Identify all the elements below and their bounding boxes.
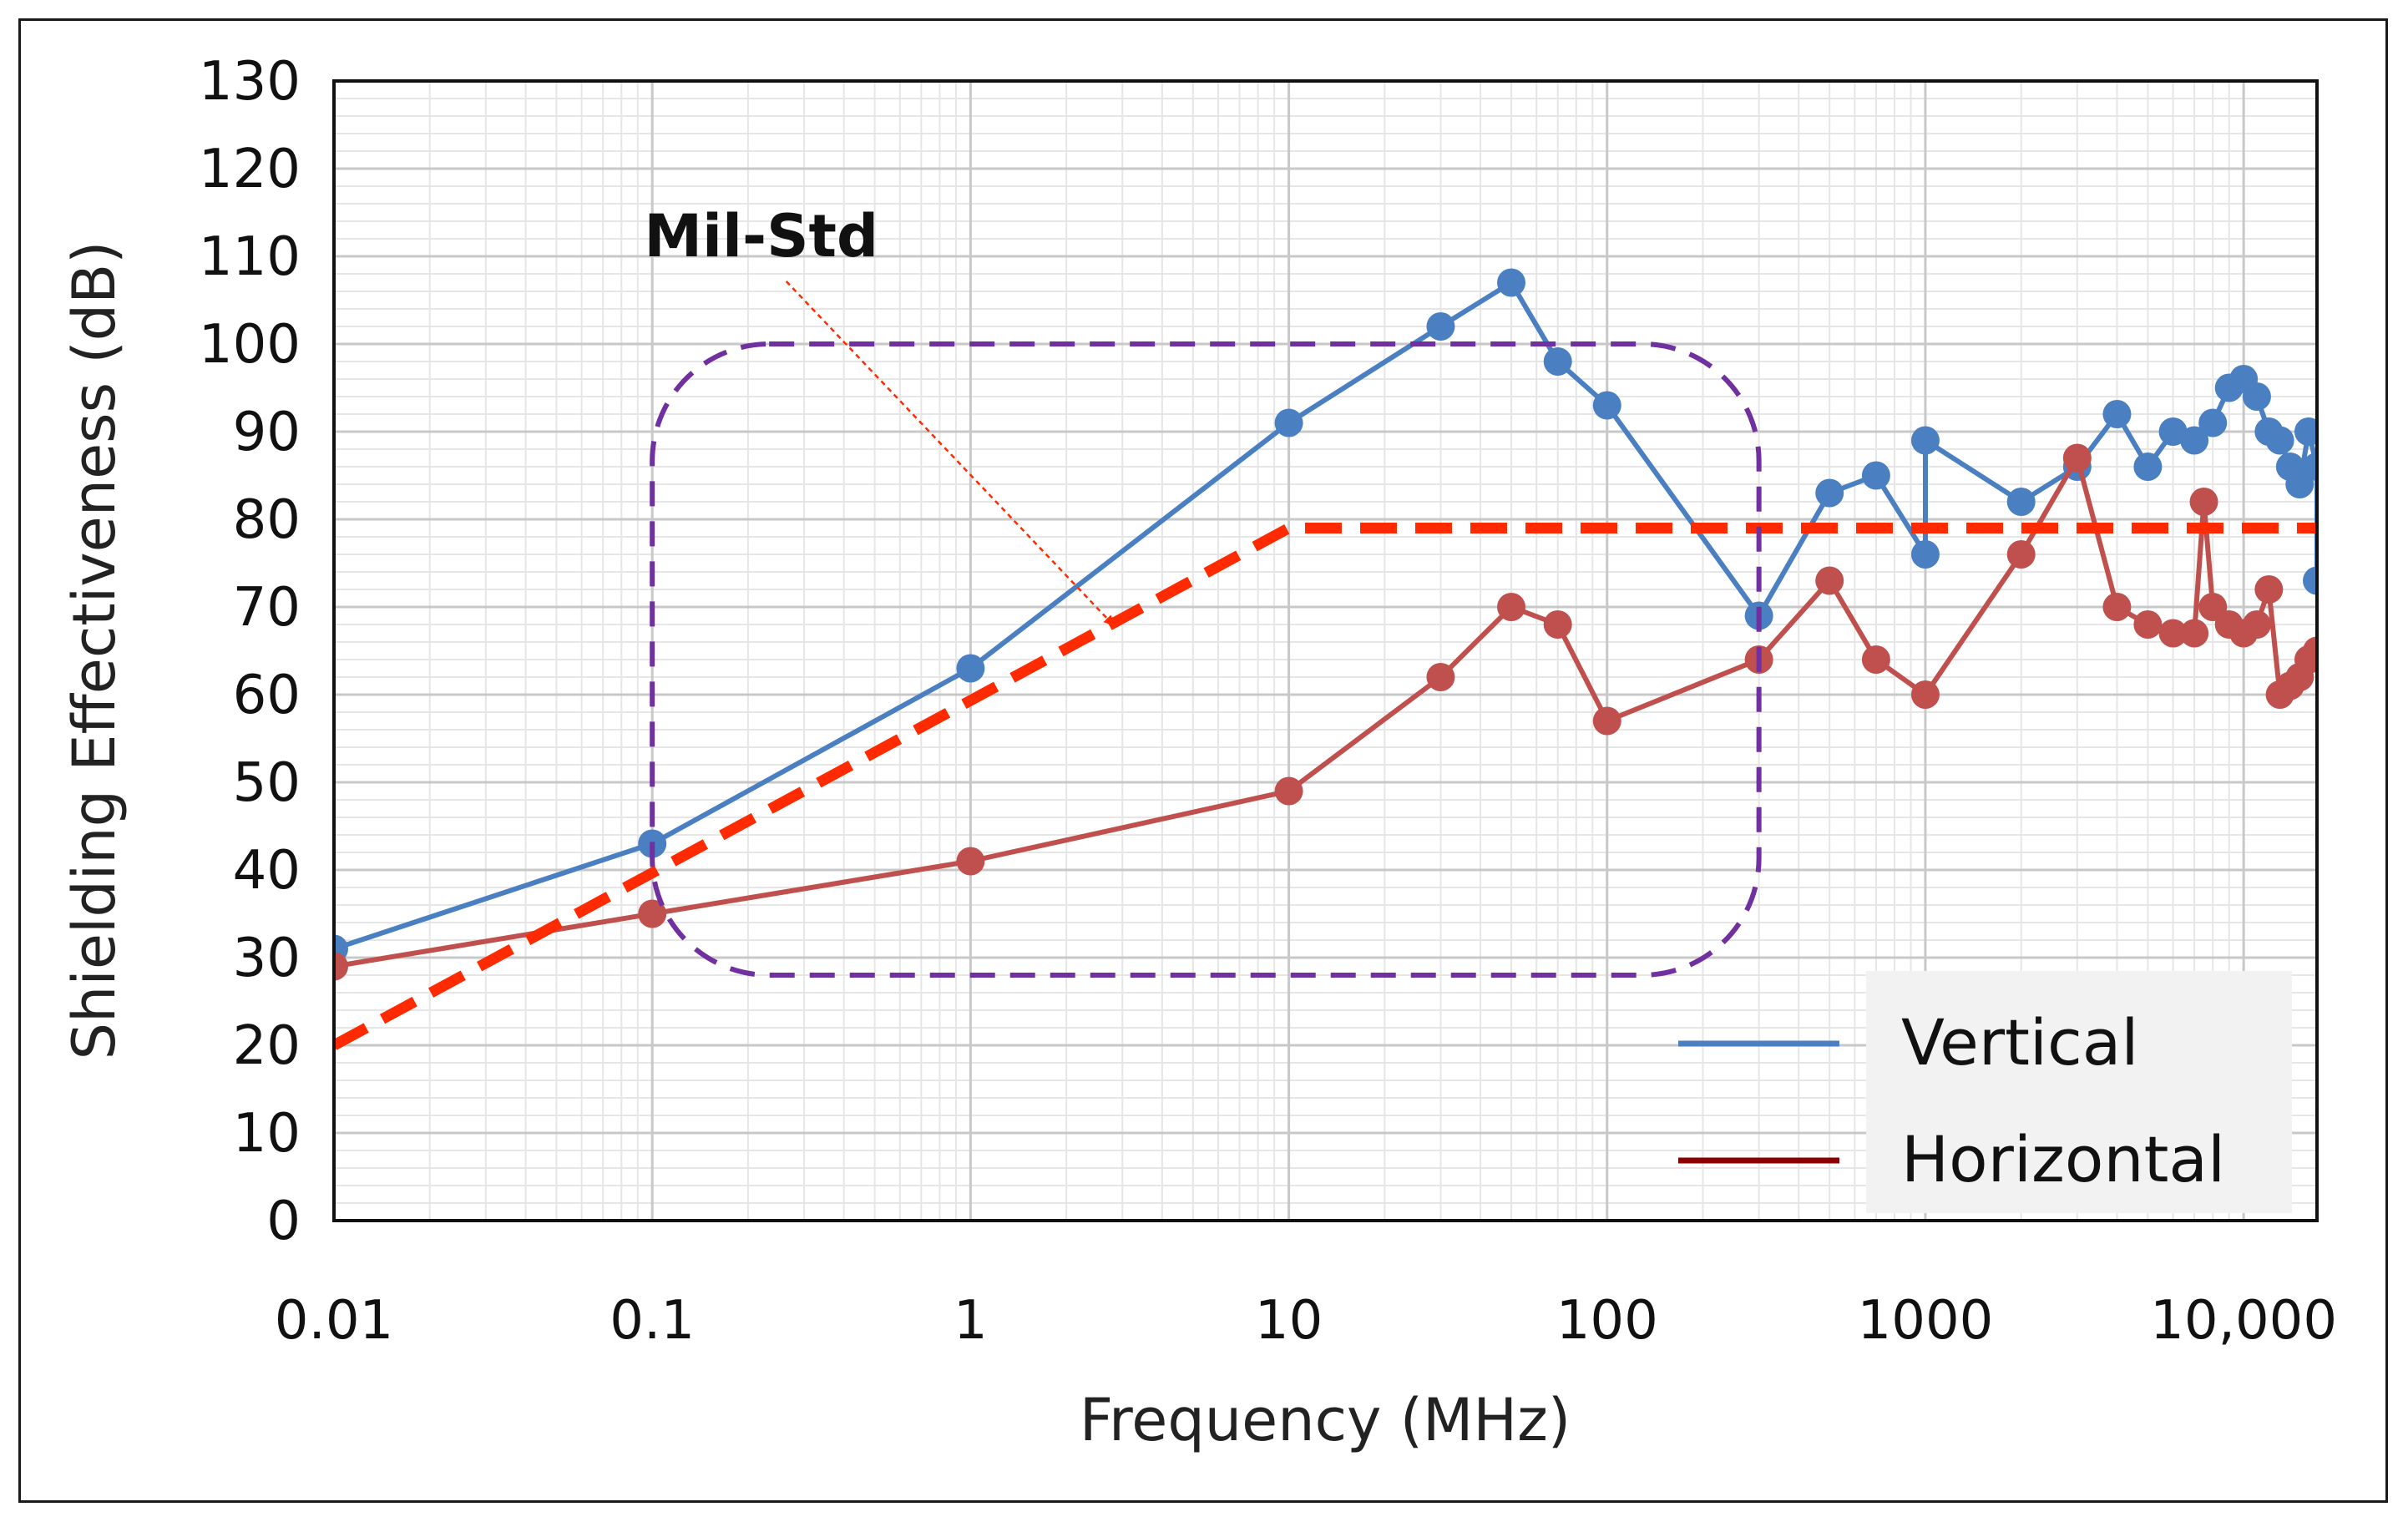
- data-point-horizontal: [1910, 680, 1940, 709]
- data-point-horizontal: [1274, 776, 1303, 806]
- data-point-vertical: [1426, 312, 1455, 341]
- data-point-horizontal: [638, 899, 667, 928]
- legend-label-horizontal: Horizontal: [1901, 1122, 2225, 1196]
- data-point-vertical: [2303, 453, 2317, 481]
- data-point-horizontal: [1497, 593, 1526, 621]
- x-tick-label: 0.01: [275, 1290, 394, 1352]
- data-point-horizontal: [1861, 645, 1890, 674]
- data-point-vertical: [2006, 488, 2036, 516]
- data-point-horizontal: [1592, 706, 1621, 736]
- data-point-horizontal: [334, 952, 348, 981]
- data-point-horizontal: [2133, 610, 2163, 639]
- legend-label-vertical: Vertical: [1901, 1005, 2138, 1080]
- y-tick-label: 0: [266, 1191, 301, 1252]
- y-tick-label: 100: [199, 314, 301, 376]
- y-tick-label: 70: [233, 577, 301, 639]
- y-tick-label: 120: [199, 139, 301, 200]
- data-point-vertical: [1274, 408, 1303, 437]
- series-line-mil-std: [334, 523, 2317, 1050]
- y-tick-label: 20: [233, 1015, 301, 1077]
- x-tick-labels: 0.01 0.1 1 10 100 1000 10,000: [275, 1290, 2337, 1352]
- data-point-horizontal: [2189, 488, 2218, 516]
- data-point-vertical: [1592, 391, 1621, 420]
- x-axis-title: Frequency (MHz): [1080, 1386, 1571, 1454]
- data-point-vertical: [2133, 453, 2163, 481]
- x-tick-label: 10: [1255, 1290, 1323, 1352]
- data-point-horizontal: [1543, 610, 1572, 639]
- data-point-horizontal: [2158, 619, 2188, 648]
- data-point-vertical: [1815, 478, 1844, 508]
- data-point-vertical: [1910, 540, 1940, 569]
- data-point-vertical: [2285, 470, 2314, 498]
- x-tick-label: 0.1: [610, 1290, 695, 1352]
- y-tick-label: 90: [233, 402, 301, 463]
- plot-border: [332, 79, 2319, 1222]
- data-point-horizontal: [2303, 636, 2317, 665]
- y-axis-title: Shielding Effectiveness (dB): [60, 241, 129, 1060]
- x-tick-label: 100: [1556, 1290, 1658, 1352]
- data-point-horizontal: [1815, 566, 1844, 595]
- y-tick-label: 110: [199, 226, 301, 288]
- data-point-vertical: [2294, 417, 2317, 446]
- data-point-vertical: [2180, 426, 2209, 455]
- x-tick-label: 10,000: [2150, 1290, 2337, 1352]
- data-point-vertical: [2242, 382, 2271, 411]
- data-point-vertical: [956, 654, 985, 683]
- data-point-horizontal: [2254, 575, 2284, 604]
- data-point-vertical: [1543, 347, 1572, 376]
- data-point-vertical: [2198, 408, 2228, 437]
- y-tick-label: 10: [233, 1103, 301, 1165]
- figure-frame: 0 10 20 30 40 50 60 70 80 90 100 110 120 130 0.01 0.1 1…: [18, 18, 2388, 1503]
- data-point-vertical: [1497, 268, 1526, 297]
- mil-std-label: Mil-Std: [644, 202, 878, 271]
- y-tick-label: 50: [233, 752, 301, 814]
- data-point-vertical: [2158, 417, 2188, 446]
- data-point-horizontal: [2242, 610, 2271, 639]
- legend-box: [1866, 971, 2292, 1213]
- y-tick-label: 30: [233, 928, 301, 989]
- data-point-horizontal: [1426, 663, 1455, 691]
- data-point-vertical: [1861, 461, 1890, 490]
- x-tick-label: 1000: [1858, 1290, 1994, 1352]
- y-tick-label: 80: [233, 489, 301, 551]
- mil-std-region-box: [650, 341, 1762, 978]
- data-point-horizontal: [2102, 593, 2132, 621]
- data-point-horizontal: [2006, 540, 2036, 569]
- data-point-horizontal: [2062, 443, 2092, 473]
- y-tick-label: 60: [233, 665, 301, 726]
- legend: Vertical Horizontal: [1678, 971, 2292, 1213]
- data-point-vertical: [1910, 426, 1940, 455]
- series-layer: [334, 268, 2317, 1050]
- data-point-vertical: [2303, 566, 2317, 595]
- y-tick-label: 130: [199, 51, 301, 113]
- y-tick-label: 40: [233, 840, 301, 902]
- data-point-vertical: [2102, 400, 2132, 428]
- data-point-vertical: [2265, 426, 2294, 455]
- y-tick-labels: 0 10 20 30 40 50 60 70 80 90 100 110 120 130: [199, 51, 301, 1252]
- data-point-horizontal: [2180, 619, 2209, 648]
- x-tick-label: 1: [954, 1290, 988, 1352]
- data-point-horizontal: [956, 847, 985, 876]
- annotation-layer: Mil-Std: [644, 202, 1762, 978]
